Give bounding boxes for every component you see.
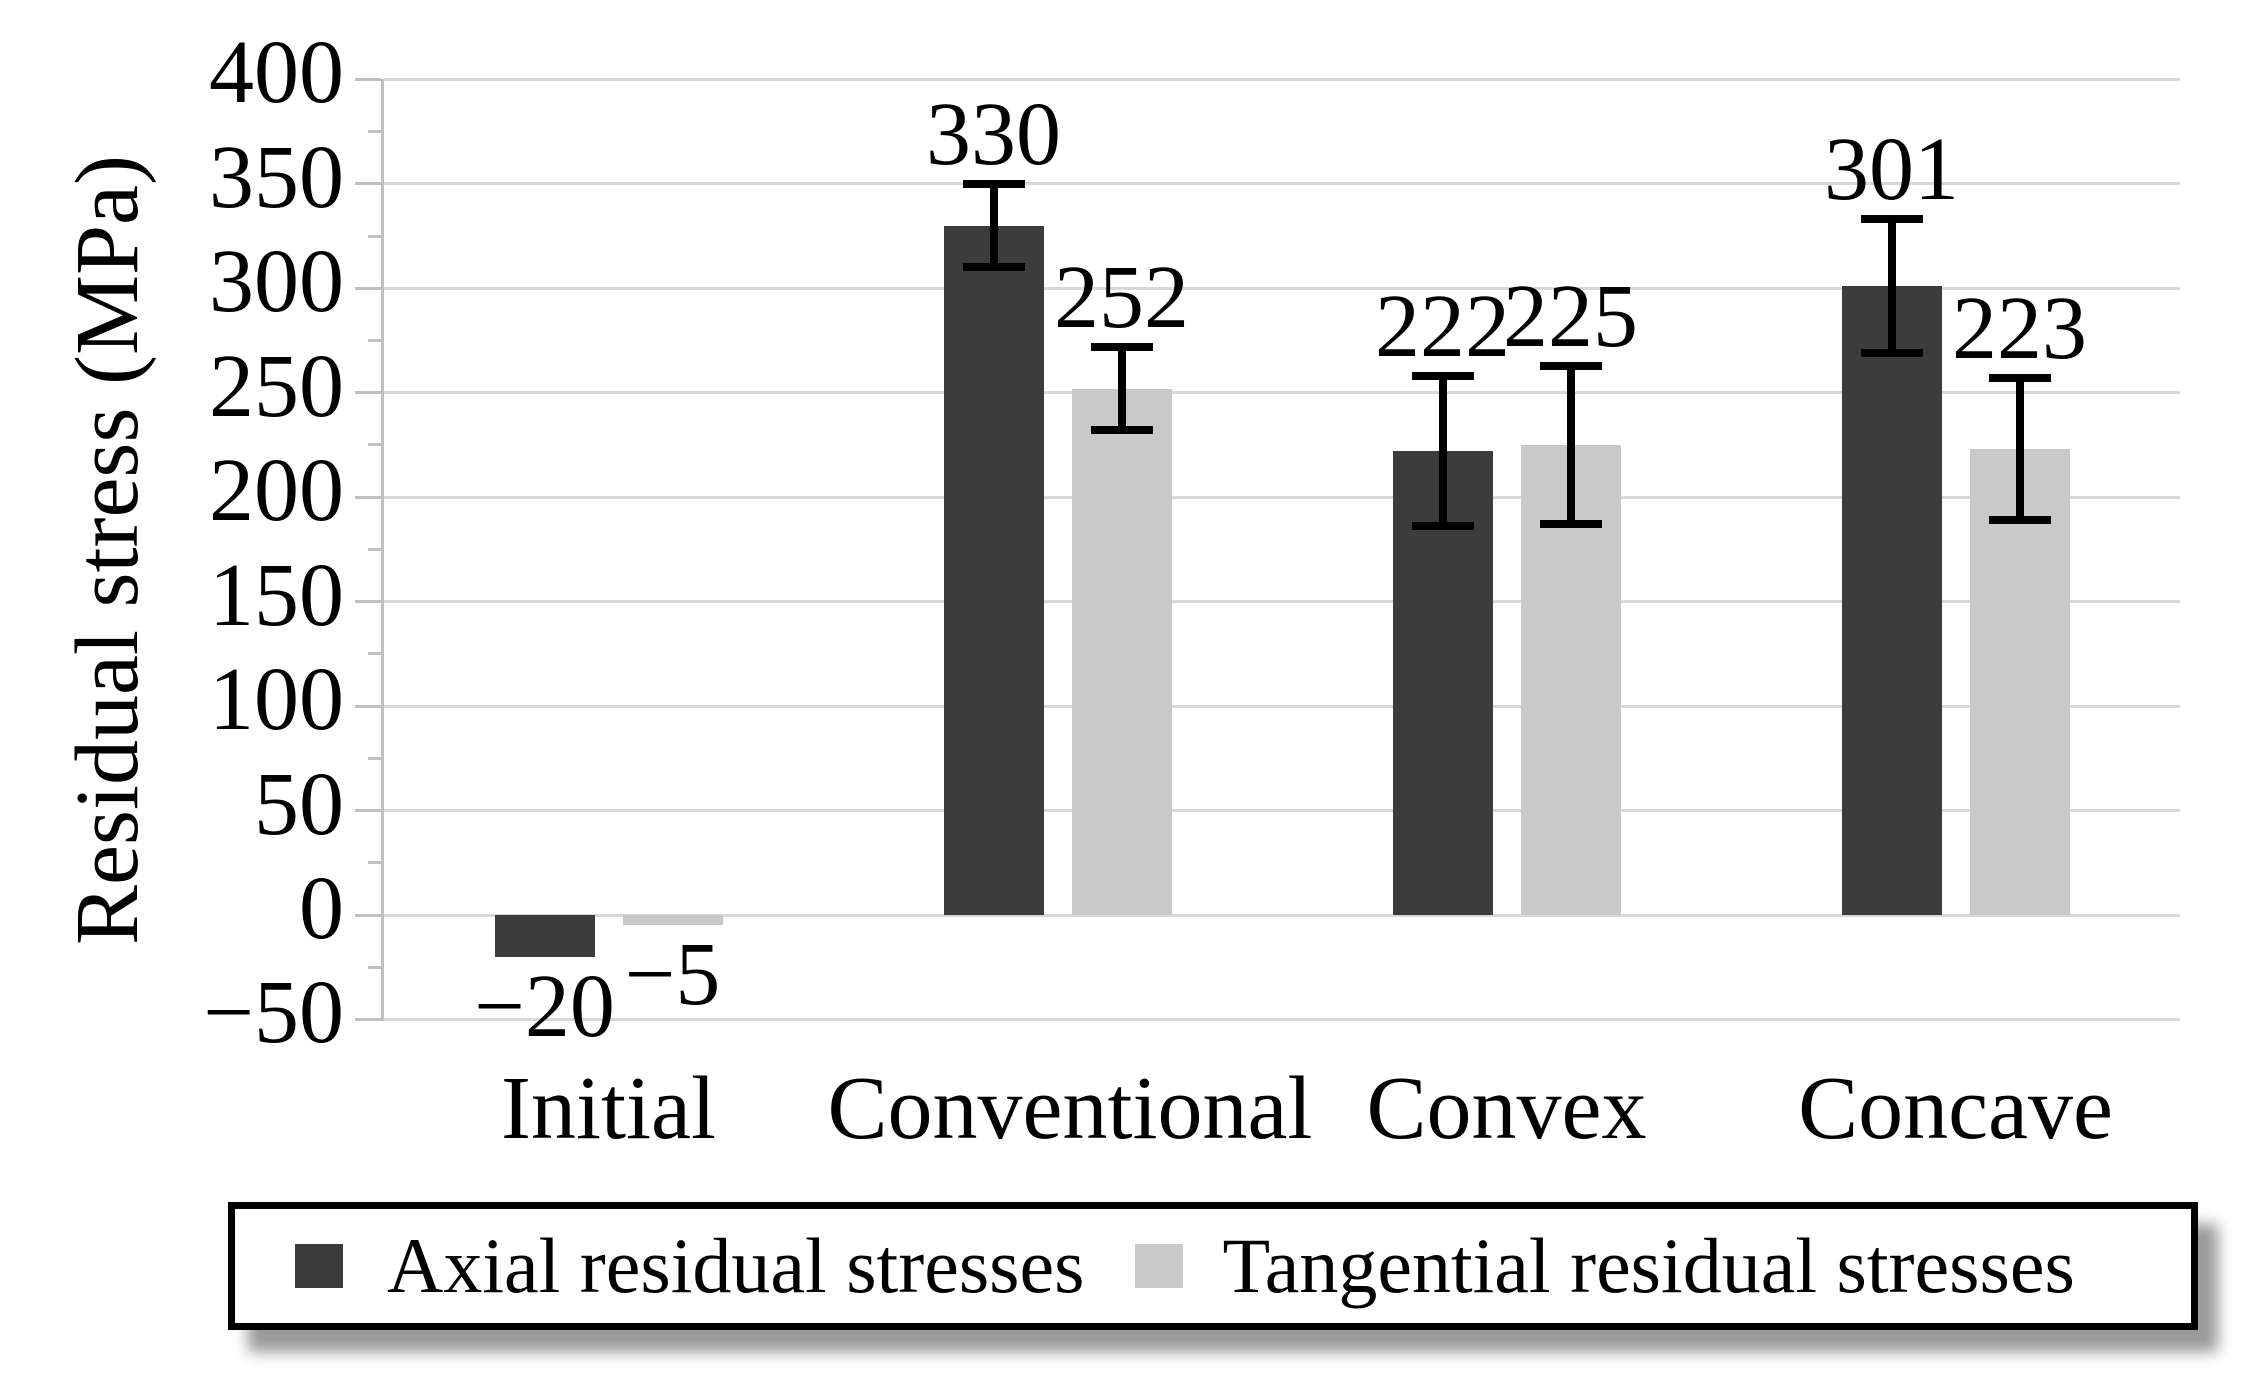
data-label: 222 <box>1375 277 1510 377</box>
gridline <box>384 77 2180 81</box>
y-axis-minor-tick <box>368 443 381 447</box>
y-axis-tick-label: 400 <box>209 23 344 123</box>
y-axis-major-tick <box>355 286 381 290</box>
error-bar-line <box>1438 376 1447 527</box>
y-axis-tick-label: 150 <box>209 545 344 645</box>
error-bar-cap-bottom <box>962 263 1025 272</box>
gridline <box>384 704 2180 708</box>
data-label: 330 <box>926 84 1061 184</box>
legend-swatch-tangential <box>1134 1244 1183 1288</box>
data-label: 252 <box>1054 247 1189 347</box>
gridline <box>384 286 2180 290</box>
y-axis-tick-label: 350 <box>209 127 344 227</box>
y-axis-tick-label: 250 <box>209 336 344 436</box>
y-axis-major-tick <box>355 913 381 917</box>
error-bar-line <box>989 183 998 268</box>
gridline <box>384 809 2180 813</box>
bar-tangential-concave <box>1969 449 2070 915</box>
y-axis-major-tick <box>355 182 381 186</box>
data-label: 223 <box>1952 279 2087 379</box>
y-axis-tick-label: 0 <box>299 859 344 958</box>
y-axis-minor-tick <box>368 652 381 656</box>
gridline <box>384 1017 2180 1021</box>
y-axis-minor-tick <box>368 234 381 238</box>
legend: Axial residual stresses Tangential resid… <box>228 1202 2198 1330</box>
gridline <box>384 391 2180 395</box>
gridline <box>384 600 2180 604</box>
data-label: 225 <box>1503 266 1638 366</box>
y-axis-tick-label: 100 <box>209 650 344 750</box>
y-axis-minor-tick <box>368 861 381 865</box>
legend-label-axial: Axial residual stresses <box>387 1222 1085 1309</box>
y-axis-major-tick <box>355 77 381 81</box>
legend-swatch-axial <box>295 1244 343 1288</box>
gridline <box>384 182 2180 186</box>
y-axis-line <box>381 79 384 1022</box>
gridline <box>384 913 2180 917</box>
error-bar-cap-bottom <box>1539 520 1602 529</box>
y-axis-minor-tick <box>368 547 381 551</box>
error-bar-line <box>1117 346 1126 431</box>
data-label: −5 <box>624 925 721 1025</box>
y-axis-major-tick <box>355 600 381 604</box>
error-bar-cap-top <box>1860 215 1923 224</box>
y-axis-minor-tick <box>368 965 381 969</box>
error-bar-cap-top <box>1411 372 1474 381</box>
bar-axial-concave <box>1841 286 1942 915</box>
bar-axial-initial <box>494 915 595 957</box>
y-axis-major-tick <box>355 391 381 395</box>
y-axis-minor-tick <box>368 130 381 134</box>
y-axis-tick-label: 50 <box>254 754 344 854</box>
error-bar-cap-top <box>1988 374 2051 383</box>
legend-label-tangential: Tangential residual stresses <box>1222 1222 2075 1309</box>
error-bar-cap-bottom <box>1988 516 2051 525</box>
bar-tangential-initial <box>622 915 723 926</box>
error-bar-cap-top <box>1090 342 1153 351</box>
category-label-concave: Concave <box>1798 1059 2113 1158</box>
error-bar-cap-bottom <box>1860 349 1923 358</box>
error-bar-cap-top <box>1539 361 1602 370</box>
bar-tangential-conventional <box>1071 388 1172 915</box>
error-bar-cap-bottom <box>1090 426 1153 435</box>
category-label-convex: Convex <box>1366 1059 1647 1158</box>
bar-axial-conventional <box>943 225 1044 915</box>
error-bar-line <box>1887 219 1896 354</box>
error-bar-cap-bottom <box>1411 522 1474 531</box>
y-axis-major-tick <box>355 809 381 813</box>
y-axis-major-tick <box>355 704 381 708</box>
error-bar-cap-top <box>962 179 1025 188</box>
y-axis-tick-label: 200 <box>209 441 344 541</box>
gridline <box>384 495 2180 499</box>
error-bar-line <box>1566 365 1575 525</box>
y-axis-minor-tick <box>368 756 381 760</box>
y-axis-tick-label: 300 <box>209 232 344 332</box>
y-axis-minor-tick <box>368 339 381 343</box>
error-bar-line <box>2015 378 2024 521</box>
y-axis-major-tick <box>355 1017 381 1021</box>
y-axis-tick-label: −50 <box>203 963 344 1063</box>
category-label-conventional: Conventional <box>827 1059 1313 1158</box>
y-axis-major-tick <box>355 495 381 499</box>
data-label: 301 <box>1824 120 1959 220</box>
data-label: −20 <box>474 956 615 1056</box>
category-label-initial: Initial <box>501 1059 716 1158</box>
